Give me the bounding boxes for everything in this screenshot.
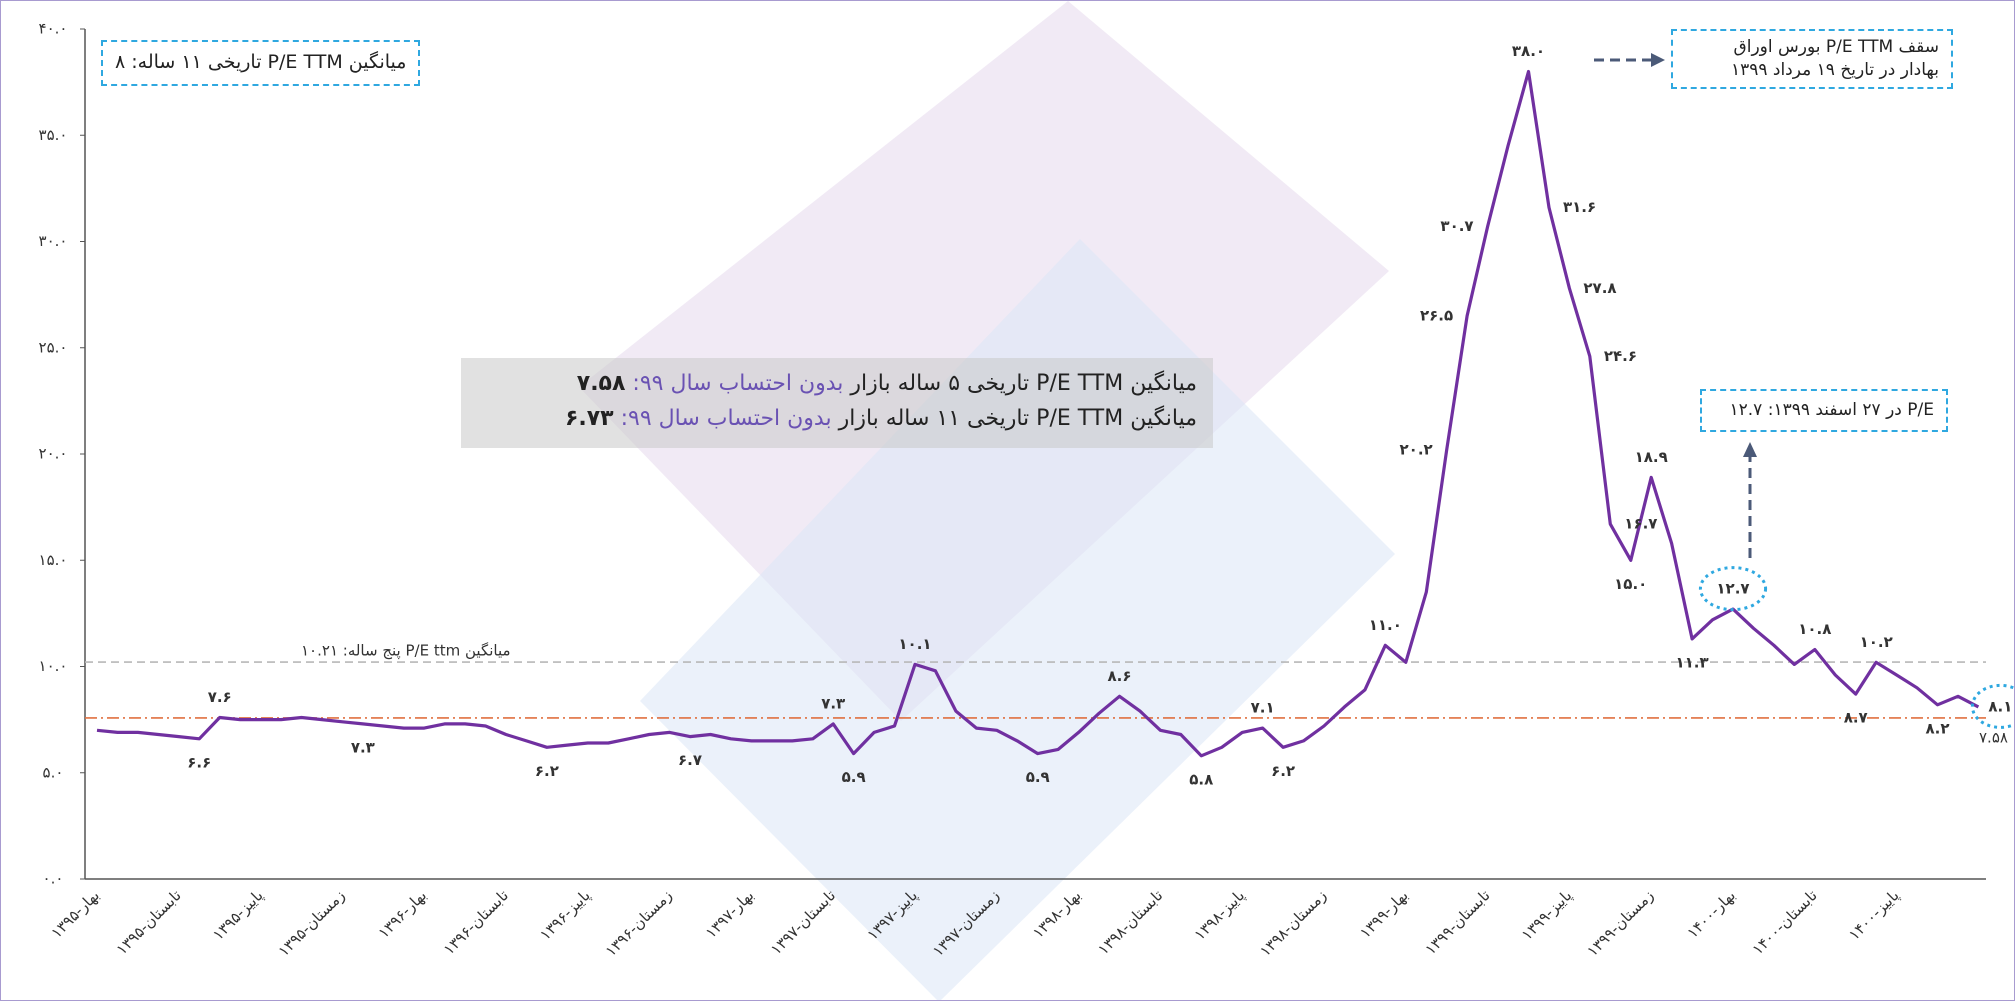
y-tick-label: ۱۰.۰ bbox=[39, 657, 68, 675]
x-tick-label: پاییز-۱۳۹۵ bbox=[209, 886, 267, 944]
arrow-head bbox=[1743, 442, 1757, 457]
x-tick-label: پاییز-۱۳۹۶ bbox=[536, 886, 594, 944]
value-label: ۶.۷ bbox=[678, 751, 702, 769]
value-label: ۸.۶ bbox=[1107, 667, 1131, 685]
y-tick-label: ۱۵.۰ bbox=[39, 551, 68, 569]
value-label: ۵.۹ bbox=[842, 768, 866, 786]
value-label: ۳۰.۷ bbox=[1440, 217, 1473, 235]
note-highlight: بدون احتساب سال ۹۹: bbox=[632, 371, 844, 396]
value-label: ۱۰.۱ bbox=[898, 635, 931, 653]
value-label: ۱۰.۸ bbox=[1798, 620, 1831, 638]
y-tick-label: ۳۵.۰ bbox=[39, 126, 68, 144]
x-tick-label: زمستان-۱۳۹۹ bbox=[1583, 886, 1657, 960]
x-tick-label: پاییز-۱۳۹۹ bbox=[1518, 886, 1576, 944]
x-tick-label: تابستان-۱۳۹۹ bbox=[1421, 886, 1493, 958]
value-label: ۷.۳ bbox=[351, 738, 375, 756]
arrow-head bbox=[1651, 53, 1665, 67]
x-tick-label: زمستان-۱۳۹۶ bbox=[602, 886, 676, 960]
x-tick-label: پاییز-۱۴۰۰ bbox=[1845, 886, 1903, 944]
x-tick-label: بهار-۱۳۹۷ bbox=[702, 886, 758, 942]
x-tick-label: بهار-۱۳۹۶ bbox=[375, 886, 431, 942]
value-label: ۶.۲ bbox=[535, 762, 559, 780]
reference-label: میانگین P/E ttm پنج ساله: ۱۰.۲۱ bbox=[301, 642, 511, 661]
value-label: ۱۵.۰ bbox=[1614, 575, 1647, 593]
value-label: ۶.۲ bbox=[1271, 762, 1295, 780]
value-label: ۲۰.۲ bbox=[1400, 440, 1433, 458]
annotation-box: سقف P/E TTM بورس اوراق بهادار در تاریخ ۱… bbox=[1671, 29, 1953, 89]
annotation-box: P/E در ۲۷ اسفند ۱۳۹۹: ۱۲.۷ bbox=[1700, 389, 1948, 432]
y-tick-label: ۲۵.۰ bbox=[39, 338, 68, 356]
reference-label: میانگین P/E ttm پنج ساله بدون احتساب سال… bbox=[1979, 728, 2014, 747]
value-label: ۸.۲ bbox=[1925, 719, 1949, 737]
value-label: ۲۶.۵ bbox=[1420, 306, 1453, 324]
value-label: ۱۱.۳ bbox=[1676, 653, 1709, 671]
x-tick-label: بهار-۱۳۹۵ bbox=[47, 886, 103, 942]
annotation: P/E در ۲۷ اسفند ۱۳۹۹: ۱۲.۷ bbox=[1729, 400, 1935, 420]
annotation: بهادار در تاریخ ۱۹ مرداد ۱۳۹۹ bbox=[1730, 59, 1939, 80]
value-label: ۲۴.۶ bbox=[1604, 347, 1637, 365]
value-label: ۳۸.۰ bbox=[1512, 42, 1545, 60]
x-tick-label: بهار-۱۴۰۰ bbox=[1683, 886, 1739, 942]
highlight-circle bbox=[1698, 566, 1768, 612]
value-label: ۱۱.۰ bbox=[1369, 616, 1402, 634]
note-box: میانگین P/E TTM تاریخی ۵ ساله بازار بدون… bbox=[461, 358, 1213, 448]
x-tick-label: پاییز-۱۳۹۸ bbox=[1191, 886, 1249, 944]
value-label: ۸.۱ bbox=[1988, 697, 2012, 715]
y-tick-label: ۴۰.۰ bbox=[39, 20, 68, 38]
note: میانگین P/E TTM تاریخی ۵ ساله بازار بدون… bbox=[477, 366, 1197, 401]
note: میانگین P/E TTM تاریخی ۱۱ ساله بازار بدو… bbox=[477, 401, 1197, 436]
value-label: ۶.۶ bbox=[187, 753, 211, 771]
value-label: ۱۰.۲ bbox=[1860, 633, 1893, 651]
x-tick-label: بهار-۱۳۹۹ bbox=[1356, 886, 1412, 942]
note-value: ۷.۵۸ bbox=[576, 371, 626, 396]
x-tick-label: زمستان-۱۳۹۸ bbox=[1256, 886, 1330, 960]
data-line bbox=[96, 69, 1980, 758]
x-tick-label: تابستان-۱۳۹۸ bbox=[1094, 886, 1166, 958]
value-label: ۷.۳ bbox=[821, 694, 845, 712]
x-tick-label: تابستان-۱۳۹۷ bbox=[767, 886, 839, 958]
value-label: ۵.۸ bbox=[1189, 770, 1213, 788]
value-label: ۲۷.۸ bbox=[1583, 279, 1616, 297]
value-label: ۸.۷ bbox=[1844, 709, 1868, 727]
y-tick-label: ۳۰.۰ bbox=[39, 232, 68, 250]
value-label: ۱۶.۷ bbox=[1624, 515, 1657, 533]
note-text: میانگین P/E TTM تاریخی ۵ ساله بازار bbox=[850, 371, 1197, 396]
annotation-box: میانگین P/E TTM تاریخی ۱۱ ساله: ۸ bbox=[101, 40, 421, 86]
value-label: ۵.۹ bbox=[1026, 768, 1050, 786]
x-tick-label: تابستان-۱۴۰۰ bbox=[1749, 886, 1821, 958]
value-label: ۷.۶ bbox=[208, 688, 232, 706]
y-tick-label: ۵.۰ bbox=[43, 763, 64, 781]
note-text: میانگین P/E TTM تاریخی ۱۱ ساله بازار bbox=[838, 406, 1197, 432]
value-label: ۱۸.۹ bbox=[1635, 448, 1668, 466]
x-tick-label: تابستان-۱۳۹۵ bbox=[113, 886, 185, 958]
note-value: ۶.۷۳ bbox=[564, 406, 614, 432]
x-tick-label: تابستان-۱۳۹۶ bbox=[440, 886, 512, 958]
y-tick-label: ۲۰.۰ bbox=[39, 445, 68, 463]
value-label: ۱۲.۷ bbox=[1716, 580, 1749, 598]
highlight-circle bbox=[1970, 683, 2014, 729]
value-label: ۳۱.۶ bbox=[1563, 198, 1596, 216]
value-label: ۷.۱ bbox=[1251, 699, 1275, 717]
note-highlight: بدون احتساب سال ۹۹: bbox=[620, 406, 832, 432]
annotation: سقف P/E TTM بورس اوراق bbox=[1733, 37, 1939, 57]
annotation: میانگین P/E TTM تاریخی ۱۱ ساله: ۸ bbox=[115, 51, 407, 73]
x-tick-label: زمستان-۱۳۹۵ bbox=[275, 886, 349, 960]
y-tick-label: ۰.۰ bbox=[43, 870, 64, 888]
